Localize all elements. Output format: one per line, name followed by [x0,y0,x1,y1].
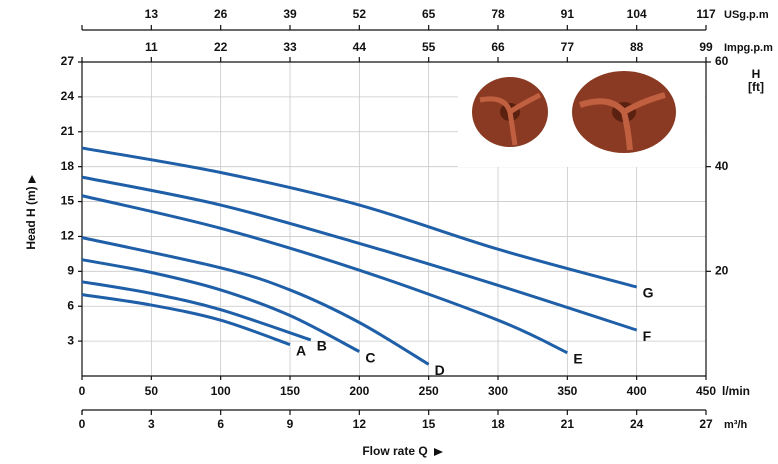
y2-tick-label: 40 [715,159,729,173]
y-tick-label: 3 [67,333,74,347]
secondary-tick-label: 26 [214,7,228,21]
curve-label: B [317,338,327,354]
secondary-tick-label: 44 [353,40,367,54]
x-tick-label: 250 [419,384,439,398]
x-arrow [434,448,443,456]
secondary-tick-label: 15 [422,417,436,431]
y-arrow [28,175,36,183]
secondary-tick-label: 78 [491,7,505,21]
y-tick-label: 18 [61,159,75,173]
x-tick-label: 400 [627,384,647,398]
y-tick-label: 21 [61,124,75,138]
secondary-tick-label: 24 [630,417,644,431]
y-tick-label: 6 [67,298,74,312]
x-tick-label: 200 [349,384,369,398]
y-tick-label: 27 [61,54,75,68]
x-tick-label: 0 [79,384,86,398]
y2-axis-title: H [752,67,761,81]
secondary-tick-label: 22 [214,40,228,54]
secondary-tick-label: 55 [422,40,436,54]
secondary-unit: m³/h [724,419,748,431]
x-unit: l/min [722,384,750,398]
secondary-tick-label: 52 [353,7,367,21]
secondary-tick-label: 12 [353,417,367,431]
secondary-tick-label: 99 [699,40,713,54]
x-tick-label: 350 [557,384,577,398]
secondary-tick-label: 77 [561,40,575,54]
x-tick-label: 100 [211,384,231,398]
curve-label: E [573,350,582,366]
secondary-tick-label: 91 [561,7,575,21]
secondary-tick-label: 117 [696,7,716,21]
secondary-tick-label: 104 [627,7,647,21]
secondary-tick-label: 11 [145,40,158,54]
secondary-tick-label: 21 [561,417,575,431]
y-tick-label: 12 [61,229,75,243]
secondary-unit: Impg.p.m [724,42,773,54]
secondary-unit: USg.p.m [724,9,769,21]
secondary-tick-label: 65 [422,7,436,21]
y2-axis-title: [ft] [748,80,764,94]
secondary-tick-label: 9 [287,417,294,431]
y2-tick-label: 20 [715,264,729,278]
curve [81,146,638,289]
y-tick-label: 15 [61,194,75,208]
curve [81,194,568,355]
y-tick-label: 9 [67,264,74,278]
secondary-tick-label: 18 [491,417,505,431]
secondary-tick-label: 33 [283,40,297,54]
x-tick-label: 150 [280,384,300,398]
curve [81,236,430,366]
x-axis-title: Flow rate Q [362,444,427,458]
curve-label: A [296,342,306,358]
curve-label: D [435,362,445,378]
secondary-tick-label: 13 [145,7,159,21]
y2-tick-label: 60 [715,54,729,68]
secondary-tick-label: 6 [217,417,224,431]
curve-label: F [643,328,652,344]
secondary-tick-label: 88 [630,40,644,54]
secondary-tick-label: 0 [79,417,86,431]
secondary-tick-label: 39 [283,7,297,21]
impeller-photo [472,71,676,153]
curve-label: C [365,349,375,365]
x-tick-label: 300 [488,384,508,398]
y-axis-title: Head H (m) [24,186,38,249]
x-tick-label: 450 [696,384,716,398]
x-tick-label: 50 [145,384,159,398]
curve [81,258,361,353]
secondary-tick-label: 66 [491,40,505,54]
curve [81,280,312,342]
curve [81,293,291,347]
curve-label: G [643,285,654,301]
secondary-tick-label: 3 [148,417,155,431]
secondary-tick-label: 27 [699,417,713,431]
curve [81,175,638,332]
y-tick-label: 24 [61,89,75,103]
